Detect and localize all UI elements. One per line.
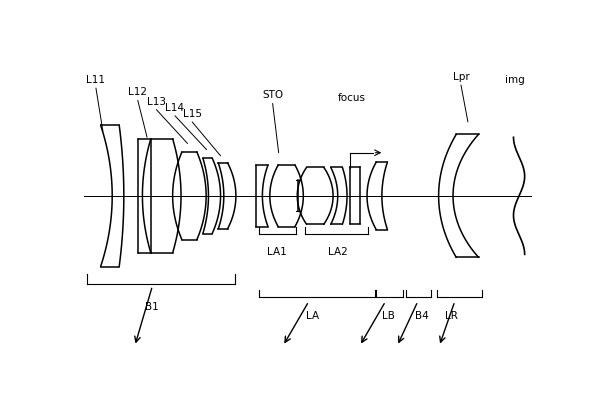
Text: L14: L14 (166, 103, 184, 113)
Text: STO: STO (262, 90, 283, 100)
Text: Lpr: Lpr (452, 72, 469, 82)
Text: LR: LR (445, 311, 458, 321)
Text: L15: L15 (182, 109, 202, 119)
Text: focus: focus (338, 94, 366, 104)
Text: LB: LB (382, 311, 395, 321)
Text: B4: B4 (415, 311, 428, 321)
Text: LA1: LA1 (268, 247, 287, 257)
Text: B1: B1 (145, 302, 158, 312)
Text: L13: L13 (147, 96, 166, 106)
Text: LA: LA (305, 311, 319, 321)
Text: L11: L11 (86, 75, 106, 85)
Text: LA2: LA2 (328, 247, 347, 257)
Text: img: img (505, 75, 525, 85)
Text: L12: L12 (128, 87, 147, 97)
